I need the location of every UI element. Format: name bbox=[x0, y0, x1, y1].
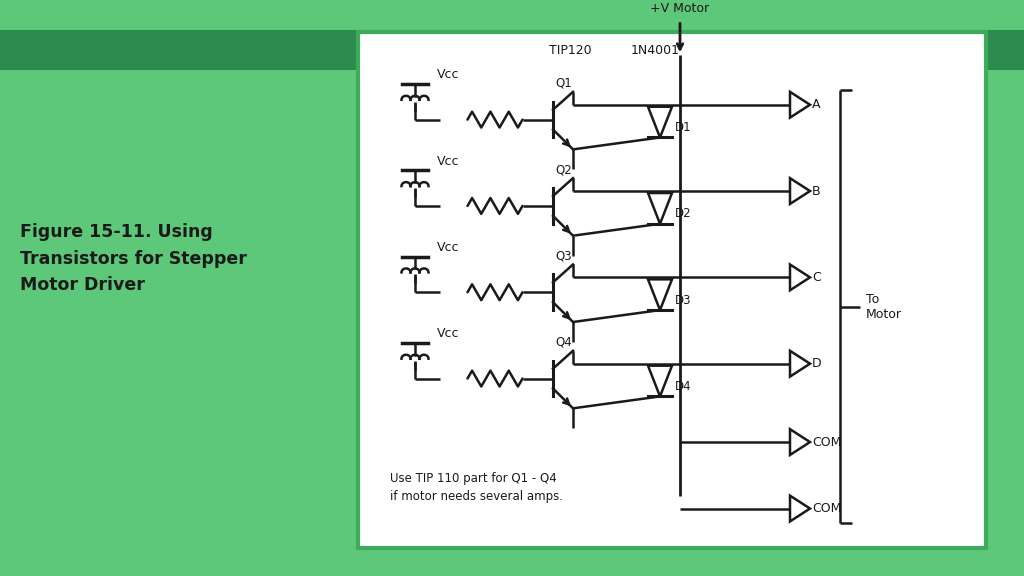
Text: Use TIP 110 part for Q1 - Q4
if motor needs several amps.: Use TIP 110 part for Q1 - Q4 if motor ne… bbox=[390, 472, 563, 503]
Text: Vcc: Vcc bbox=[437, 327, 460, 340]
Text: Q2: Q2 bbox=[555, 163, 571, 176]
Text: Vcc: Vcc bbox=[437, 155, 460, 168]
Text: Q1: Q1 bbox=[555, 77, 571, 90]
Text: 1N4001: 1N4001 bbox=[631, 44, 680, 57]
Text: COM: COM bbox=[812, 502, 842, 515]
Text: Vcc: Vcc bbox=[437, 241, 460, 254]
Text: +V Motor: +V Motor bbox=[650, 2, 710, 16]
Text: Figure 15-11. Using
Transistors for Stepper
Motor Driver: Figure 15-11. Using Transistors for Step… bbox=[20, 223, 247, 294]
Text: Q4: Q4 bbox=[555, 336, 571, 349]
Text: TIP120: TIP120 bbox=[549, 44, 591, 57]
Text: Q3: Q3 bbox=[555, 249, 571, 263]
Text: A: A bbox=[812, 98, 820, 111]
Bar bbox=[358, 32, 986, 548]
Text: D4: D4 bbox=[675, 380, 691, 393]
Text: COM: COM bbox=[812, 435, 842, 449]
Text: B: B bbox=[812, 184, 820, 198]
Text: Vcc: Vcc bbox=[437, 69, 460, 81]
Text: To
Motor: To Motor bbox=[866, 293, 902, 321]
Text: D: D bbox=[812, 357, 821, 370]
Text: C: C bbox=[812, 271, 821, 284]
Text: D1: D1 bbox=[675, 121, 691, 134]
Text: D3: D3 bbox=[675, 294, 691, 306]
Text: D2: D2 bbox=[675, 207, 691, 221]
Bar bbox=[0, 31, 1024, 70]
